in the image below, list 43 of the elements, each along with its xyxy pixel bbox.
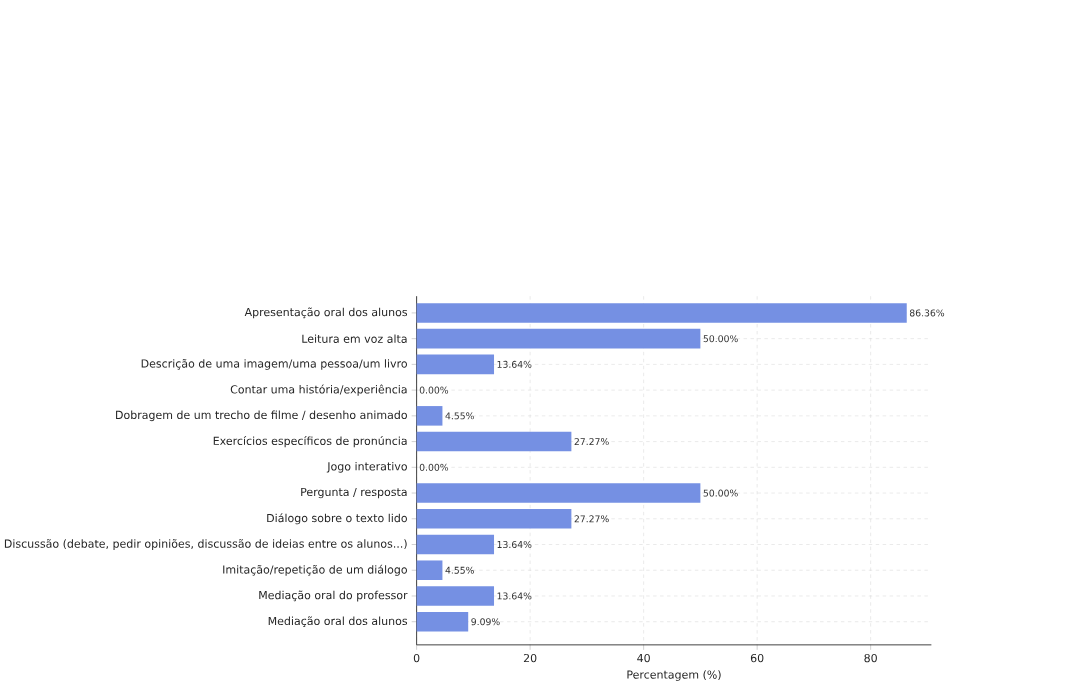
data-label: 0.00% <box>419 386 449 394</box>
y-tick-label: Contar uma história/experiência <box>230 384 407 396</box>
x-tick-label: 80 <box>864 654 877 663</box>
bar <box>416 431 572 452</box>
y-tick-label: Leitura em voz alta <box>302 334 407 344</box>
y-tick-label: Imitação/repetição de um diálogo <box>223 564 407 576</box>
bar <box>416 483 701 503</box>
x-tick-label: 20 <box>523 654 537 663</box>
data-label: 13.64% <box>497 592 532 600</box>
data-label: 27.27% <box>574 438 609 446</box>
data-label: 27.27% <box>574 515 609 523</box>
bar <box>416 560 443 581</box>
x-tick-label: 40 <box>637 654 650 663</box>
y-tick-label: Descrição de uma imagem/uma pessoa/um livro <box>141 359 408 370</box>
data-label: 13.64% <box>497 541 532 549</box>
x-tick-label: 0 <box>413 654 420 663</box>
y-tick-label: Exercícios específicos de pronúncia <box>213 436 407 448</box>
y-tick-label: Diálogo sobre o texto lido <box>267 513 407 525</box>
y-tick-label: Dobragem de um trecho de filme / desenho animado <box>116 410 407 422</box>
bar <box>416 586 495 606</box>
bar <box>416 406 443 426</box>
data-label: 4.55% <box>445 566 474 574</box>
bar <box>416 534 495 555</box>
y-tick-label: Mediação oral do professor <box>259 590 408 602</box>
x-tick-label: 60 <box>750 654 764 663</box>
data-label: 4.55% <box>445 412 474 420</box>
y-tick-label: Pergunta / resposta <box>301 488 407 499</box>
data-label: 86.36% <box>909 309 945 317</box>
bar <box>416 329 701 349</box>
y-tick-label: Jogo interativo <box>326 462 407 473</box>
bar <box>416 509 572 529</box>
data-label: 50.00% <box>703 489 738 497</box>
data-label: 9.09% <box>471 618 500 626</box>
bar <box>416 303 907 323</box>
data-label: 50.00% <box>703 335 738 343</box>
y-tick-label: Mediação oral dos alunos <box>268 616 408 628</box>
data-label: 13.64% <box>497 361 532 369</box>
bar <box>416 354 495 375</box>
y-tick-label: Apresentação oral dos alunos <box>244 307 408 319</box>
y-tick-label: Discussão (debate, pedir opiniões, discussão de ideias entre os alunos...) <box>4 539 407 551</box>
data-label: 0.00% <box>419 463 449 471</box>
bar <box>416 612 469 632</box>
x-axis-title: Percentagem (%) <box>627 670 721 681</box>
